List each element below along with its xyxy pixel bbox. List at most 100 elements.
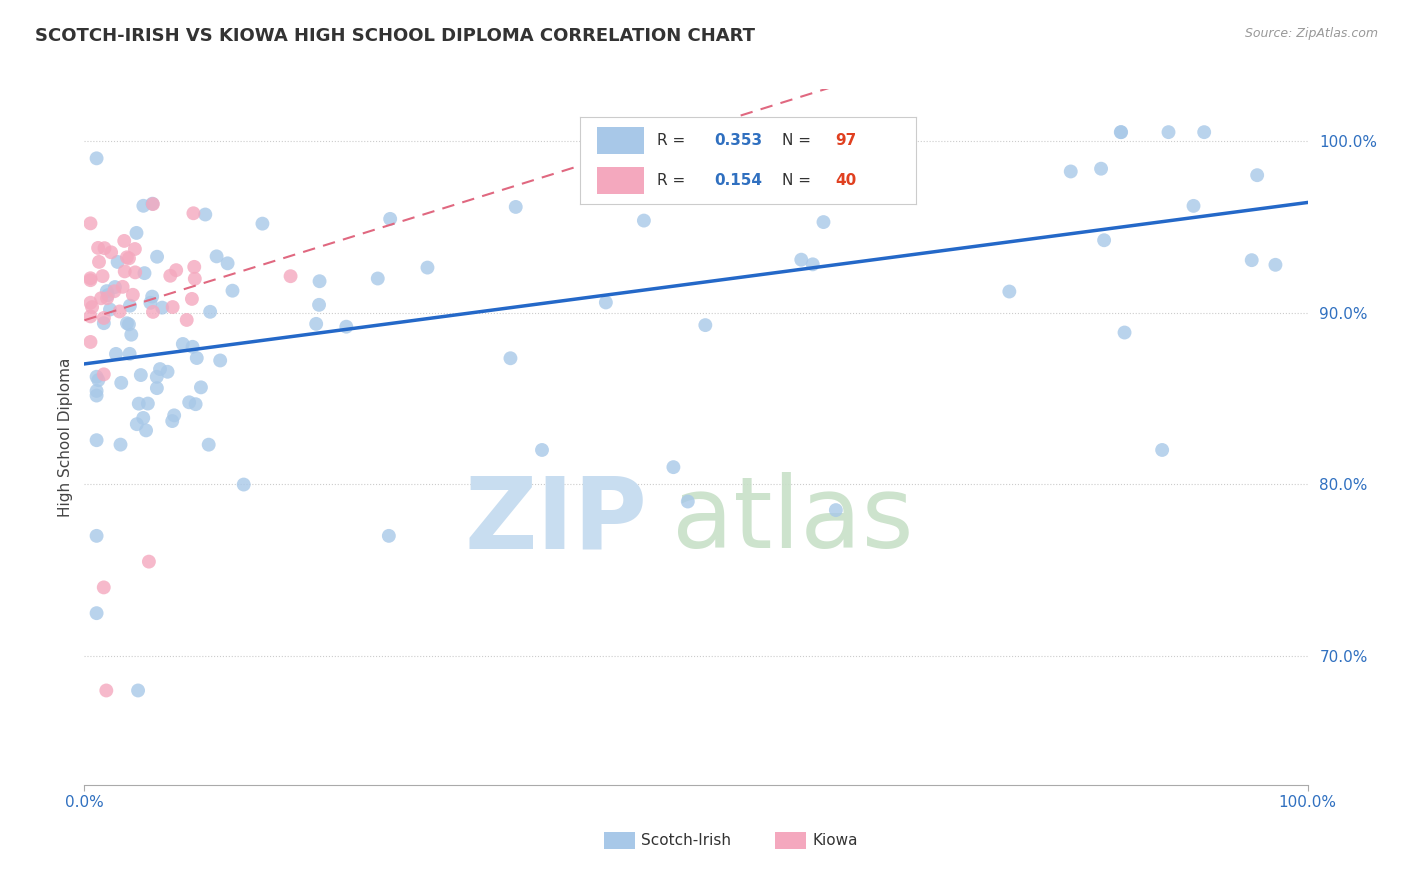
Bar [776, 832, 806, 849]
Bar [605, 832, 636, 849]
Point [91, 269, 114, 284]
Point [221, 284, 243, 298]
Point [120, 327, 142, 342]
Point [127, 683, 149, 698]
Point [209, 353, 232, 368]
Point [86, 606, 108, 620]
Point [197, 438, 219, 452]
Point [790, 252, 813, 267]
Text: Kiowa: Kiowa [813, 833, 858, 848]
Point [93, 581, 115, 595]
Point [367, 271, 389, 285]
Point [86, 152, 108, 166]
Point [110, 376, 132, 390]
Text: atlas: atlas [672, 472, 912, 569]
Point [162, 300, 184, 314]
Point [183, 260, 205, 274]
Point [96, 683, 118, 698]
Point [87, 373, 110, 387]
Point [1240, 253, 1263, 268]
Point [150, 301, 173, 315]
Point [136, 396, 159, 410]
Point [181, 340, 204, 354]
Point [93, 310, 115, 325]
Point [104, 280, 127, 294]
Point [156, 365, 179, 379]
Point [87, 255, 110, 269]
Point [87, 241, 110, 255]
Point [86, 433, 108, 447]
Point [86, 529, 108, 543]
Point [79, 310, 101, 324]
Point [217, 256, 239, 270]
Point [118, 347, 141, 361]
Point [280, 269, 302, 284]
Point [1264, 258, 1286, 272]
Point [118, 299, 141, 313]
Point [1090, 161, 1112, 176]
Point [90, 291, 112, 305]
Point [128, 397, 150, 411]
Point [118, 252, 141, 266]
Point [184, 272, 207, 286]
Point [335, 319, 357, 334]
Point [135, 424, 157, 438]
Point [1157, 125, 1180, 139]
Point [93, 316, 115, 330]
Point [132, 199, 155, 213]
Point [79, 295, 101, 310]
Point [98, 302, 121, 317]
Point [112, 234, 135, 248]
Point [308, 298, 330, 312]
Point [676, 494, 699, 508]
Point [759, 186, 782, 200]
Point [115, 250, 138, 264]
Point [1060, 164, 1083, 178]
Point [114, 264, 136, 278]
Point [505, 200, 527, 214]
Point [180, 292, 202, 306]
Point [183, 206, 205, 220]
Point [1192, 125, 1215, 139]
Point [655, 153, 678, 168]
Point [378, 529, 401, 543]
Text: ZIP: ZIP [464, 472, 647, 569]
Point [1109, 125, 1132, 139]
Point [79, 271, 101, 285]
Point [160, 414, 183, 428]
Point [111, 280, 134, 294]
Y-axis label: High School Diploma: High School Diploma [58, 358, 73, 516]
Point [96, 284, 118, 298]
Point [146, 381, 169, 395]
Point [662, 460, 685, 475]
Point [149, 362, 172, 376]
Point [125, 226, 148, 240]
Point [172, 337, 194, 351]
Point [79, 273, 101, 287]
Point [134, 266, 156, 280]
Point [184, 397, 207, 411]
Point [96, 291, 118, 305]
Point [146, 369, 169, 384]
Point [107, 255, 129, 269]
Point [139, 295, 162, 310]
Point [813, 215, 835, 229]
Point [252, 217, 274, 231]
Point [121, 287, 143, 301]
Point [186, 351, 208, 365]
Point [804, 178, 827, 193]
Point [142, 197, 165, 211]
Point [205, 249, 228, 263]
Point [132, 411, 155, 425]
Point [138, 555, 160, 569]
Point [141, 290, 163, 304]
Point [146, 250, 169, 264]
Point [1246, 168, 1268, 182]
Point [825, 503, 848, 517]
Point [115, 316, 138, 330]
Point [190, 380, 212, 394]
Point [163, 409, 186, 423]
Point [86, 384, 108, 398]
Point [815, 136, 838, 151]
Point [118, 318, 141, 332]
